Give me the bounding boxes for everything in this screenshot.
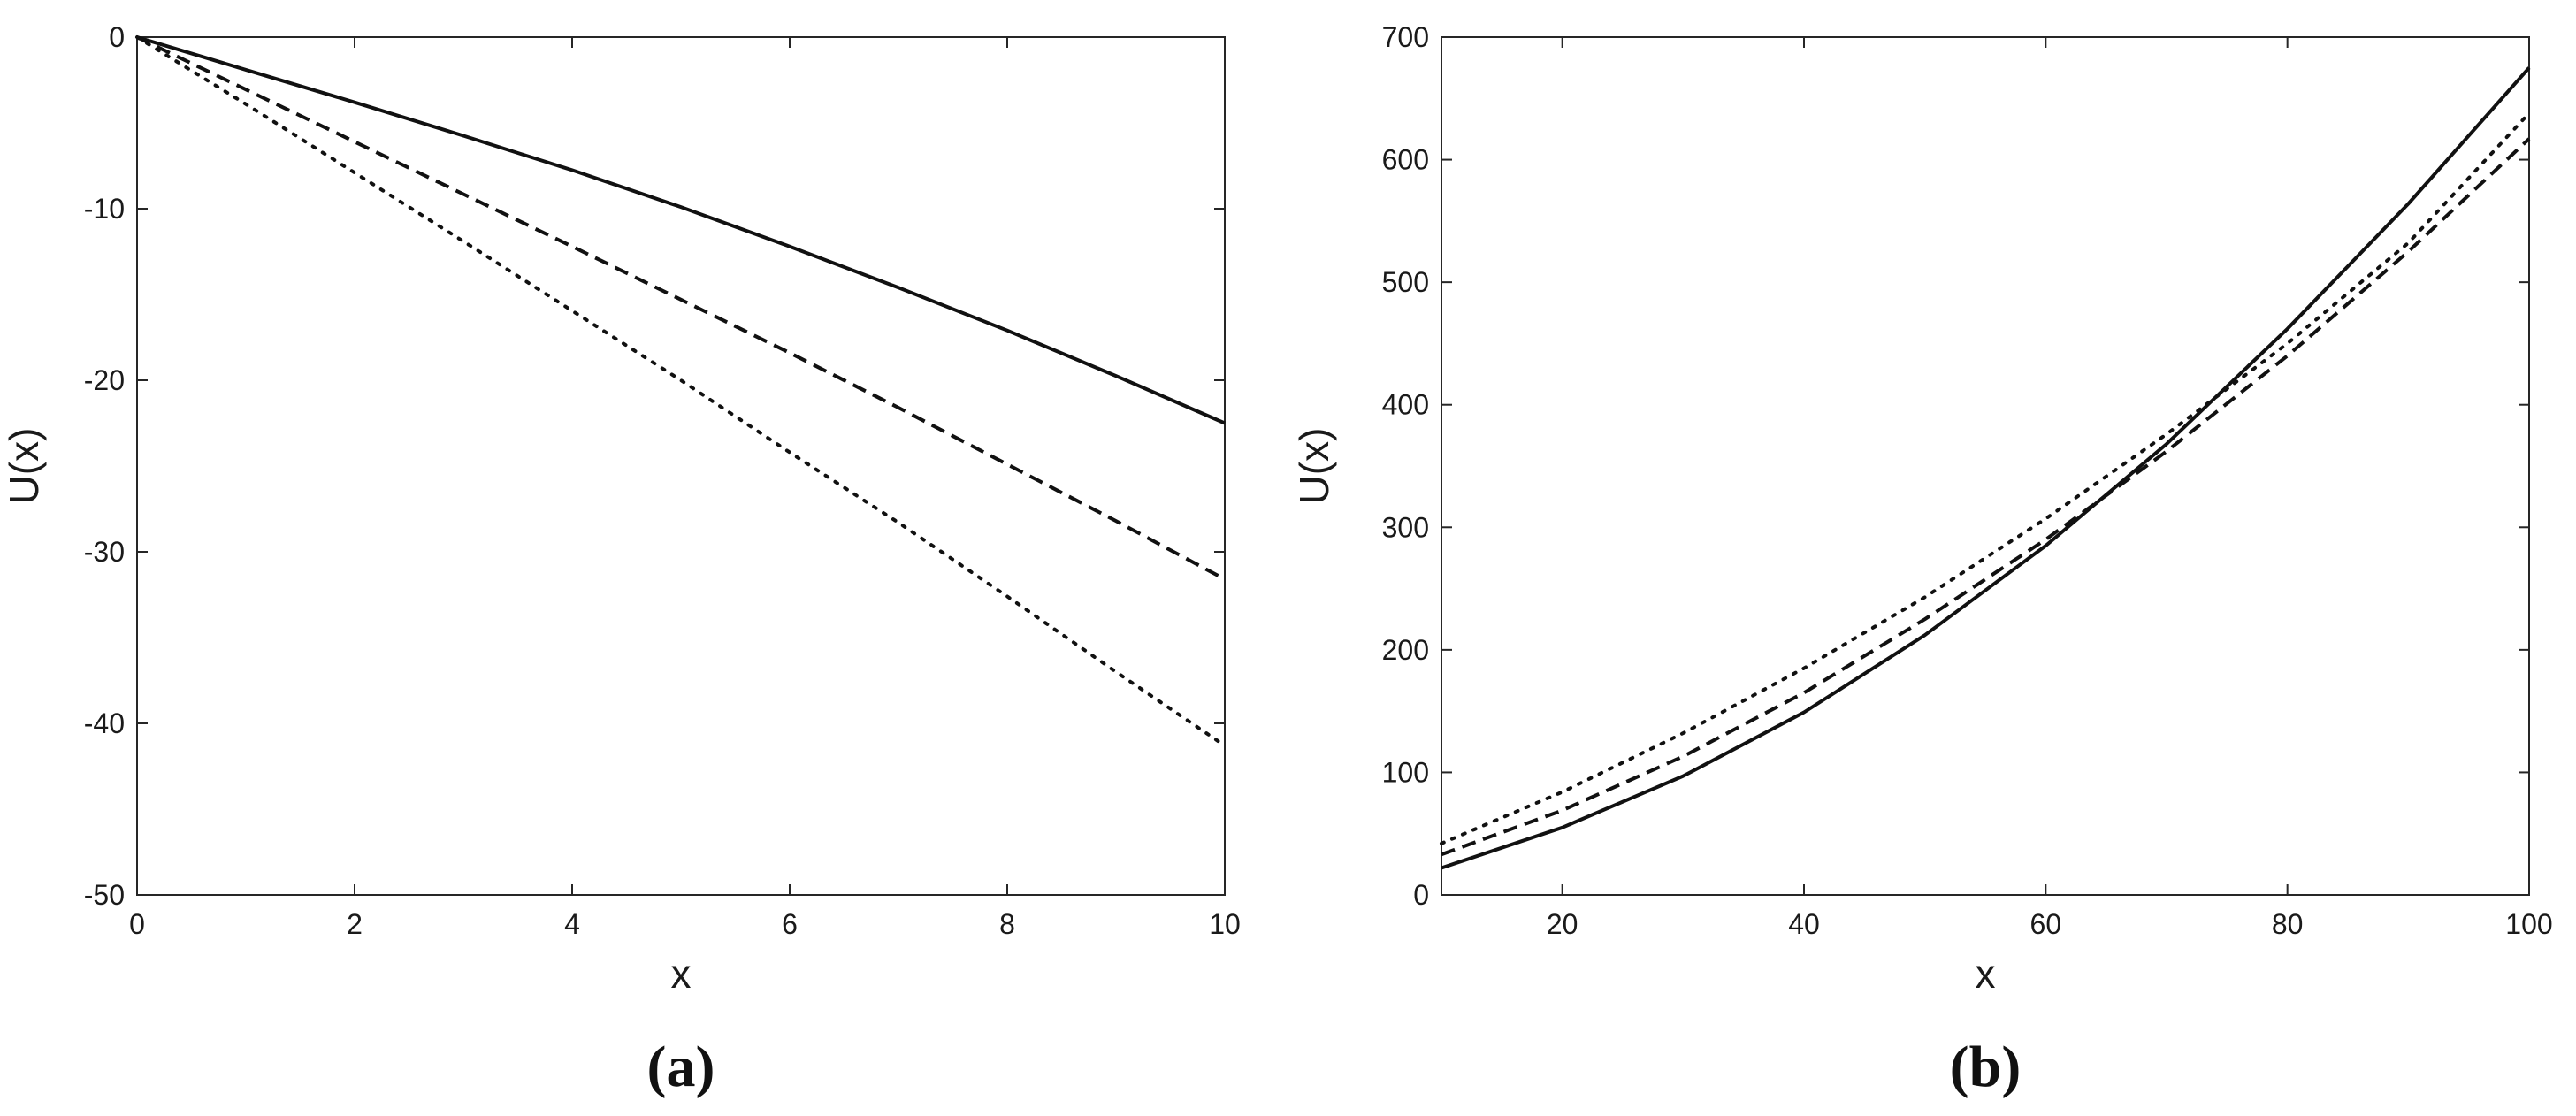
x-tick-label: 60 [2030, 908, 2062, 940]
y-tick-label: 400 [1382, 389, 1429, 421]
x-tick-label: 80 [2272, 908, 2304, 940]
y-tick-label: 300 [1382, 511, 1429, 543]
y-tick-label: 0 [1413, 879, 1429, 911]
x-tick-label: 6 [782, 908, 798, 940]
y-tick-label: 700 [1382, 21, 1429, 53]
series-line-dotted [1440, 111, 2531, 845]
x-tick-label: 4 [564, 908, 580, 940]
y-tick-label: 0 [109, 21, 125, 53]
y-tick-label: -30 [84, 536, 125, 568]
y-tick-label: 500 [1382, 266, 1429, 298]
series-line-solid [1441, 66, 2531, 870]
x-tick-label: 100 [2505, 908, 2552, 940]
y-tick-label: -10 [84, 193, 125, 225]
series-line-solid [136, 35, 1226, 425]
series-line-dotted [135, 35, 1227, 748]
chart-panel-b: 20 40 60 80 100 0 100 200 300 400 500 600 700 x U(x) (b… [1291, 21, 2553, 1099]
plot-area-frame [136, 36, 1226, 896]
x-tick-label: 2 [347, 908, 363, 940]
x-tick-label: 40 [1788, 908, 1820, 940]
series-line-dashed [1441, 137, 2531, 857]
panel-label: (a) [647, 1035, 715, 1099]
x-tick-label: 0 [129, 908, 145, 940]
x-axis-label: x [671, 951, 692, 997]
y-tick-label: -20 [84, 364, 125, 396]
y-tick-label: 200 [1382, 634, 1429, 666]
plot-area-frame [1441, 36, 2530, 896]
y-axis-label: U(x) [1, 428, 47, 505]
panel-label: (b) [1950, 1035, 2022, 1099]
x-tick-label: 20 [1547, 908, 1578, 940]
x-tick-label: 10 [1209, 908, 1241, 940]
y-tick-label: -50 [84, 879, 125, 911]
y-tick-label: 600 [1382, 144, 1429, 176]
x-tick-label: 8 [999, 908, 1015, 940]
series-line-dashed [136, 35, 1226, 581]
x-axis-label: x [1976, 951, 1996, 997]
y-tick-label: 100 [1382, 756, 1429, 788]
chart-panel-a: 0 2 4 6 8 10 0 -10 -20 -30 -40 -50 x U(x) (a) [1, 21, 1241, 1099]
y-tick-label: -40 [84, 707, 125, 739]
y-axis-label: U(x) [1291, 428, 1337, 505]
